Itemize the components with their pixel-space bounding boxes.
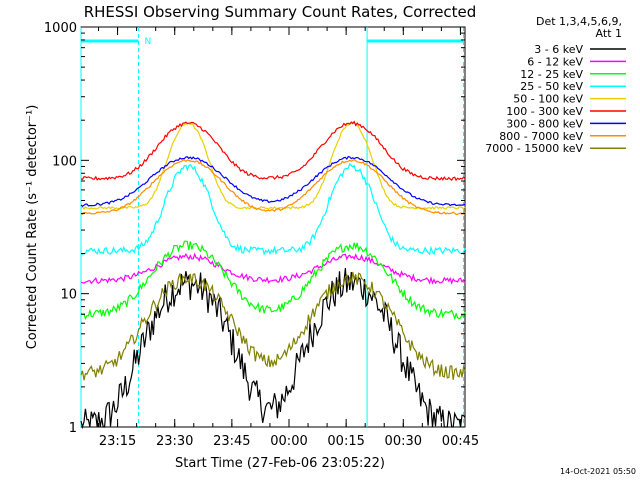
series-line-9 [80,271,466,381]
x-tick-label-3: 00:00 [270,434,307,449]
series-line-7 [80,155,466,207]
y-tick-label-0: 1 [69,421,77,436]
chart-title: RHESSI Observing Summary Count Rates, Co… [84,3,477,21]
x-tick-label-6: 00:45 [442,434,479,449]
legend-header-line-2: Att 1 [596,27,622,40]
x-tick-label-2: 23:45 [213,434,250,449]
x-tick-label-4: 00:15 [327,434,364,449]
series-line-1 [80,267,466,430]
y-axis-label: Corrected Count Rate (s⁻¹ detector⁻¹) [25,105,40,350]
legend-label-7: 300 - 800 keV [506,117,583,130]
x-tick-label-0: 23:15 [99,434,136,449]
series-layer [80,120,466,430]
legend-label-1: 3 - 6 keV [534,43,583,56]
series-line-4 [80,162,466,256]
legend-label-2: 6 - 12 keV [527,55,583,68]
series-line-8 [80,159,466,216]
legend-header-line-1: Det 1,3,4,5,6,9, [536,15,622,28]
series-line-5 [80,121,466,211]
x-tick-label-5: 00:30 [385,434,422,449]
y-tick-label-3: 1000 [44,21,77,36]
x-tick-label-1: 23:30 [156,434,193,449]
series-line-6 [80,120,466,182]
night-label-0: N [145,37,152,47]
series-line-3 [80,240,466,321]
legend-label-5: 50 - 100 keV [513,93,583,106]
y-axis-ticks: 1 10 100 1000 [44,21,465,436]
legend-label-8: 800 - 7000 keV [499,130,583,143]
x-axis-label: Start Time (27-Feb-06 23:05:22) [175,456,385,471]
night-annotations: N [80,27,464,427]
series-line-2 [80,252,466,285]
legend-label-6: 100 - 300 keV [506,105,583,118]
y-tick-label-1: 10 [60,288,77,303]
legend-label-3: 12 - 25 keV [520,68,583,81]
legend-label-4: 25 - 50 keV [520,80,583,93]
legend-label-9: 7000 - 15000 keV [485,142,583,155]
x-axis-ticks: 23:15 23:30 23:45 00:00 00:15 00:30 00:45 [98,27,479,449]
y-tick-label-2: 100 [52,154,77,169]
render-timestamp: 14-Oct-2021 05:50 [560,467,636,476]
